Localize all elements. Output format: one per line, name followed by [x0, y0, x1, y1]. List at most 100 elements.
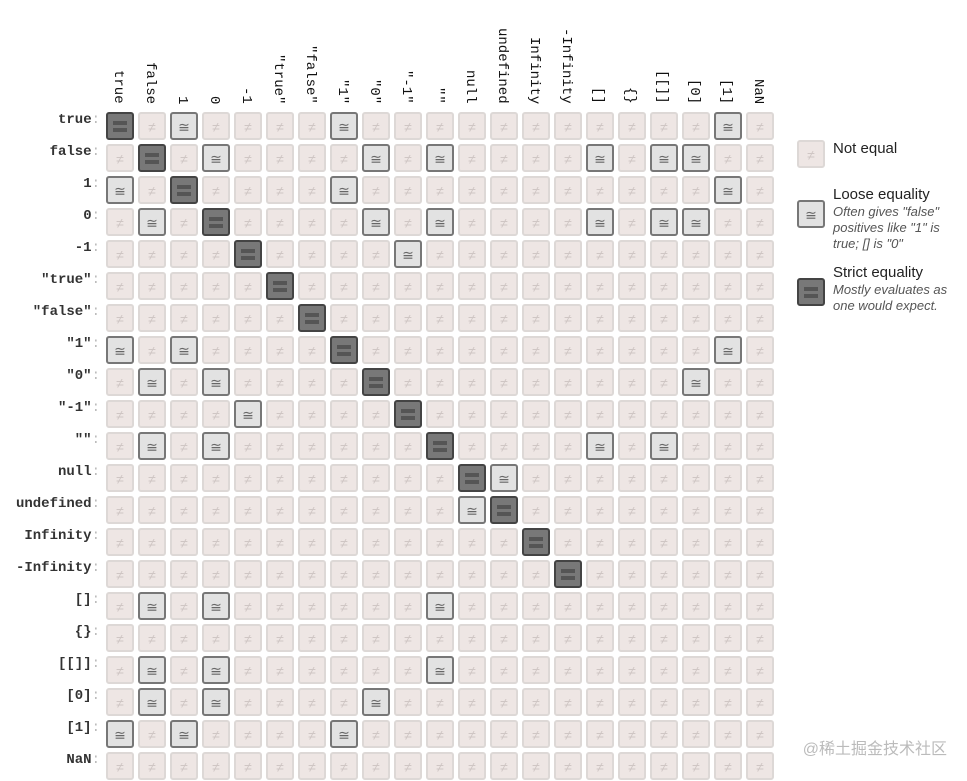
not-equal-cell: ≠ [490, 336, 518, 364]
equal-bar-icon [305, 320, 319, 324]
not-equal-cell: ≠ [202, 272, 230, 300]
not-equal-cell: ≠ [106, 144, 134, 172]
not-equal-cell: ≠ [682, 400, 710, 428]
not-equal-cell: ≠ [682, 624, 710, 652]
not-equal-cell: ≠ [170, 496, 198, 524]
not-equal-cell: ≠ [138, 560, 166, 588]
not-equal-cell: ≠ [650, 624, 678, 652]
not-equal-cell: ≠ [202, 560, 230, 588]
column-header: [1] [714, 0, 742, 104]
row-label: false [49, 144, 92, 160]
not-equal-cell: ≠ [170, 656, 198, 684]
legend-title: Not equal [833, 140, 898, 157]
not-equal-cell: ≠ [330, 240, 358, 268]
not-equal-cell: ≠ [458, 144, 486, 172]
not-equal-cell: ≠ [298, 240, 326, 268]
not-equal-cell: ≠ [106, 560, 134, 588]
not-equal-cell: ≠ [202, 336, 230, 364]
not-equal-cell: ≠ [106, 688, 134, 716]
loose-equal-cell: ≅ [106, 336, 134, 364]
not-equal-cell: ≠ [586, 272, 614, 300]
not-equal-cell: ≠ [234, 752, 262, 780]
not-equal-cell: ≠ [746, 688, 774, 716]
legend-title: Loose equality [833, 186, 930, 203]
not-equal-cell: ≠ [266, 176, 294, 204]
not-equal-cell: ≠ [554, 720, 582, 748]
not-equal-cell: ≠ [586, 240, 614, 268]
not-equal-cell: ≠ [682, 752, 710, 780]
not-equal-cell: ≠ [682, 592, 710, 620]
column-header: "1" [330, 0, 358, 104]
not-equal-cell: ≠ [682, 464, 710, 492]
not-equal-cell: ≠ [362, 496, 390, 524]
not-equal-cell: ≠ [714, 464, 742, 492]
loose-equal-cell: ≅ [586, 432, 614, 460]
equal-bar-icon [177, 192, 191, 196]
not-equal-cell: ≠ [490, 240, 518, 268]
not-equal-cell: ≠ [682, 496, 710, 524]
not-equal-cell: ≠ [522, 464, 550, 492]
row-colon: : [91, 432, 100, 448]
not-equal-cell: ≠ [714, 656, 742, 684]
strict-equal-cell [490, 496, 518, 524]
row-colon: : [91, 112, 100, 128]
not-equal-cell: ≠ [746, 592, 774, 620]
not-equal-cell: ≠ [522, 336, 550, 364]
not-equal-cell: ≠ [522, 752, 550, 780]
row-label: [0] [66, 688, 92, 704]
row-label: [] [74, 592, 92, 608]
not-equal-cell: ≠ [234, 432, 262, 460]
not-equal-cell: ≠ [682, 560, 710, 588]
not-equal-cell: ≠ [362, 720, 390, 748]
row-colon: : [91, 240, 100, 256]
not-equal-cell: ≠ [618, 656, 646, 684]
loose-equal-cell: ≅ [138, 592, 166, 620]
not-equal-cell: ≠ [490, 400, 518, 428]
loose-equal-cell: ≅ [138, 688, 166, 716]
not-equal-cell: ≠ [746, 656, 774, 684]
not-equal-cell: ≠ [106, 304, 134, 332]
not-equal-cell: ≠ [362, 624, 390, 652]
not-equal-cell: ≠ [490, 176, 518, 204]
row-header: [[]]: [58, 656, 100, 684]
loose-equal-cell: ≅ [362, 688, 390, 716]
row-label: "1" [66, 336, 92, 352]
row-header: 0: [83, 208, 100, 236]
not-equal-cell: ≠ [458, 432, 486, 460]
loose-equal-cell: ≅ [682, 208, 710, 236]
not-equal-cell: ≠ [298, 272, 326, 300]
strict-equal-cell [554, 560, 582, 588]
not-equal-cell: ≠ [170, 272, 198, 300]
row-colon: : [91, 624, 100, 640]
not-equal-cell: ≠ [458, 560, 486, 588]
not-equal-cell: ≠ [426, 464, 454, 492]
not-equal-cell: ≠ [394, 464, 422, 492]
row-header: "true": [41, 272, 100, 300]
not-equal-cell: ≠ [746, 240, 774, 268]
not-equal-cell: ≠ [394, 752, 422, 780]
column-header: "true" [266, 0, 294, 104]
not-equal-cell: ≠ [298, 560, 326, 588]
loose-equal-cell: ≅ [202, 592, 230, 620]
not-equal-cell: ≠ [426, 240, 454, 268]
not-equal-cell: ≠ [106, 752, 134, 780]
equal-bar-icon [369, 377, 383, 381]
not-equal-cell: ≠ [490, 432, 518, 460]
not-equal-cell: ≠ [490, 656, 518, 684]
equal-bar-icon [337, 345, 351, 349]
not-equal-cell: ≠ [746, 496, 774, 524]
not-equal-cell: ≠ [330, 464, 358, 492]
strict-equal-cell [298, 304, 326, 332]
not-equal-cell: ≠ [362, 464, 390, 492]
row-header: "-1": [58, 400, 100, 428]
column-label: "1" [334, 78, 350, 104]
not-equal-cell: ≠ [458, 208, 486, 236]
column-label: Infinity [526, 36, 542, 104]
not-equal-cell: ≠ [138, 176, 166, 204]
row-colon: : [91, 720, 100, 736]
not-equal-cell: ≠ [746, 432, 774, 460]
column-label: 1 [174, 95, 190, 104]
not-equal-cell: ≠ [586, 560, 614, 588]
not-equal-cell: ≠ [170, 240, 198, 268]
not-equal-cell: ≠ [746, 272, 774, 300]
